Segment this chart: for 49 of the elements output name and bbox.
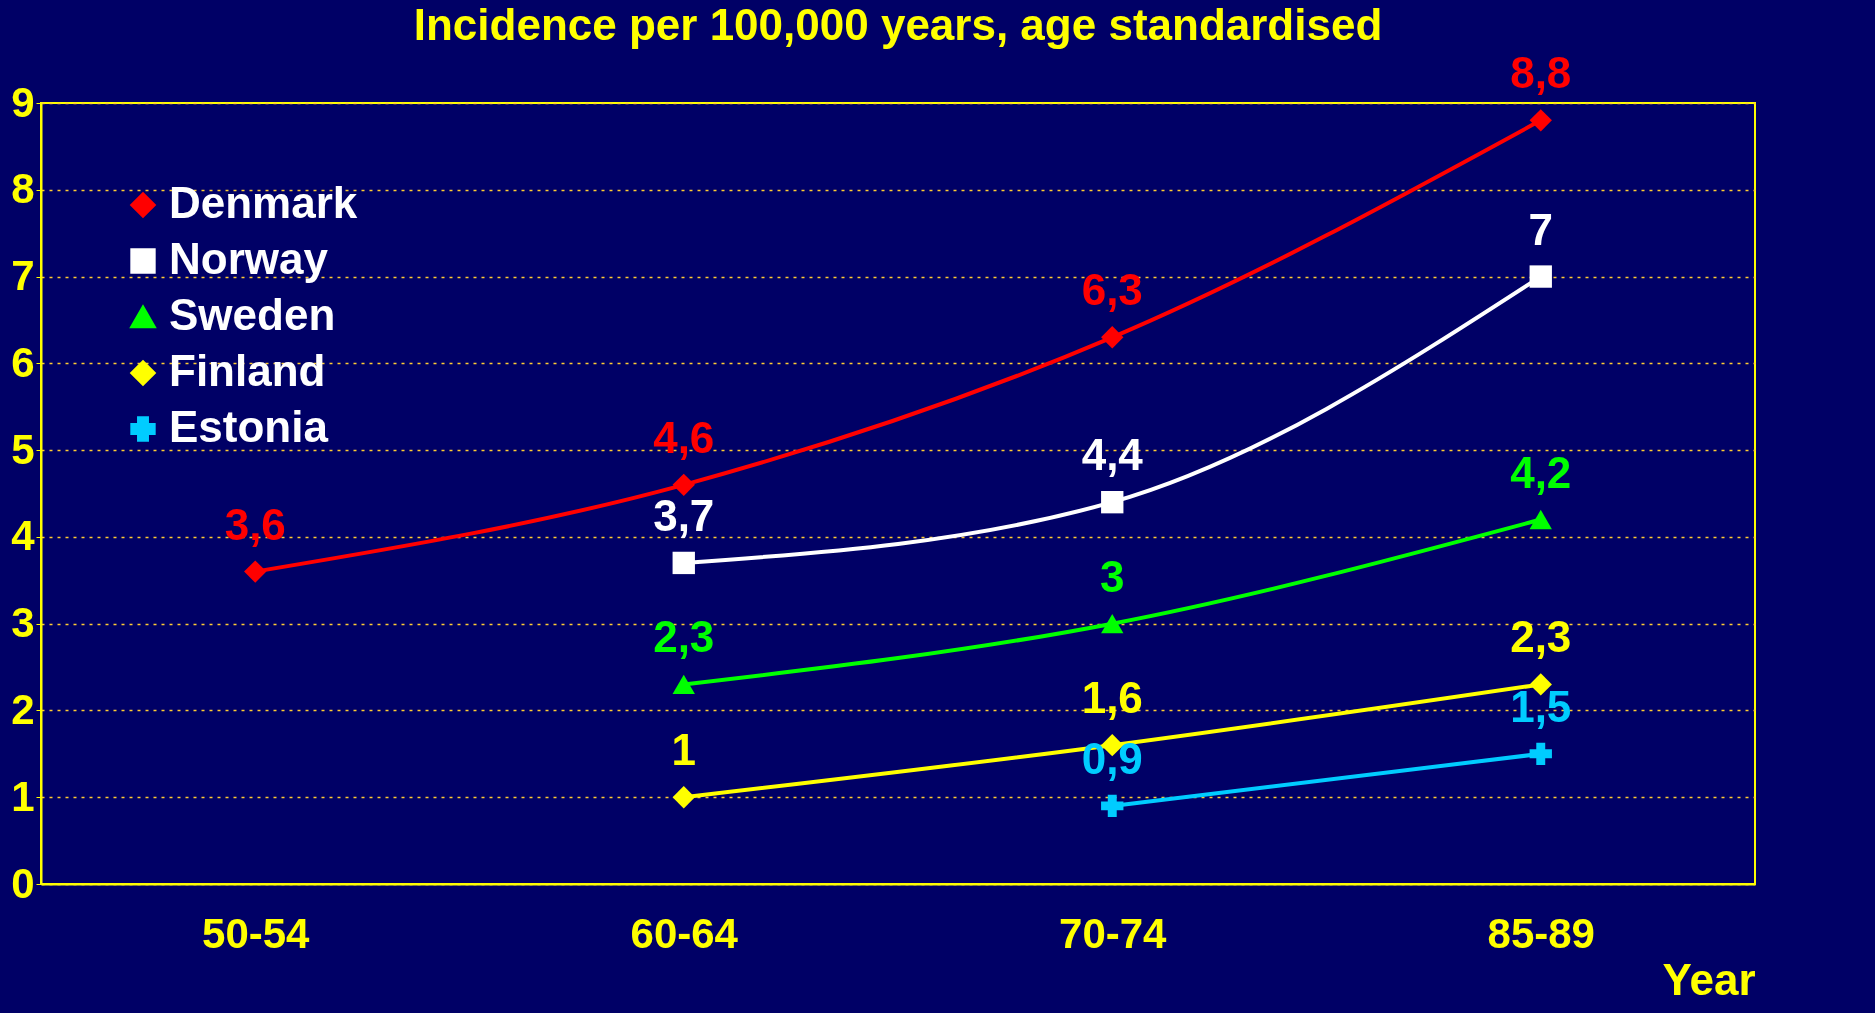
point <box>1529 109 1552 132</box>
data-label: 3 <box>1100 551 1125 601</box>
y-tick-label: 1 <box>11 772 35 820</box>
data-label: 2,3 <box>1510 612 1572 662</box>
x-tick-label: 60-64 <box>630 909 739 957</box>
data-label: 1 <box>671 725 696 775</box>
y-tick-label: 4 <box>11 512 36 560</box>
x-tick-label: 70-74 <box>1059 909 1168 957</box>
legend-label: Estonia <box>169 402 329 451</box>
data-label: 6,3 <box>1081 265 1143 315</box>
legend-label: Norway <box>169 234 329 283</box>
point <box>244 560 267 583</box>
x-tick-label: 50-54 <box>202 909 311 957</box>
y-tick-label: 7 <box>11 252 35 300</box>
data-label: 1,6 <box>1081 673 1143 723</box>
data-label: 8,8 <box>1510 48 1572 98</box>
x-axis-title: Year <box>1662 954 1756 1004</box>
point <box>672 786 695 809</box>
y-tick-label: 5 <box>11 425 35 473</box>
data-label: 4,6 <box>653 412 715 462</box>
data-label: 3,7 <box>653 490 715 540</box>
y-tick-label: 3 <box>11 599 35 647</box>
y-tick-label: 8 <box>11 165 35 213</box>
point <box>1101 794 1124 818</box>
point <box>672 674 695 695</box>
y-tick-label: 9 <box>11 78 35 126</box>
data-label: 0,9 <box>1081 733 1143 783</box>
data-label: 7 <box>1528 204 1553 254</box>
chart-title: Incidence per 100,000 years, age standardised <box>413 0 1383 50</box>
data-label: 4,2 <box>1510 447 1572 497</box>
legend-label: Sweden <box>169 290 336 339</box>
y-tick-label: 0 <box>11 859 35 907</box>
point <box>1529 265 1552 288</box>
data-label: 1,5 <box>1510 681 1572 731</box>
data-label: 4,4 <box>1081 430 1144 480</box>
y-tick-label: 2 <box>11 685 35 733</box>
data-label: 2,3 <box>653 612 715 662</box>
point <box>1101 613 1124 634</box>
data-label: 3,6 <box>224 499 286 549</box>
point <box>1101 491 1124 514</box>
legend-label: Denmark <box>169 178 358 227</box>
point <box>1529 509 1552 530</box>
point <box>1529 742 1552 766</box>
legend-label: Finland <box>169 346 326 395</box>
point <box>1101 326 1124 349</box>
y-tick-label: 6 <box>11 338 35 386</box>
point <box>672 551 695 575</box>
x-tick-label: 85-89 <box>1487 909 1595 957</box>
point <box>672 473 695 496</box>
